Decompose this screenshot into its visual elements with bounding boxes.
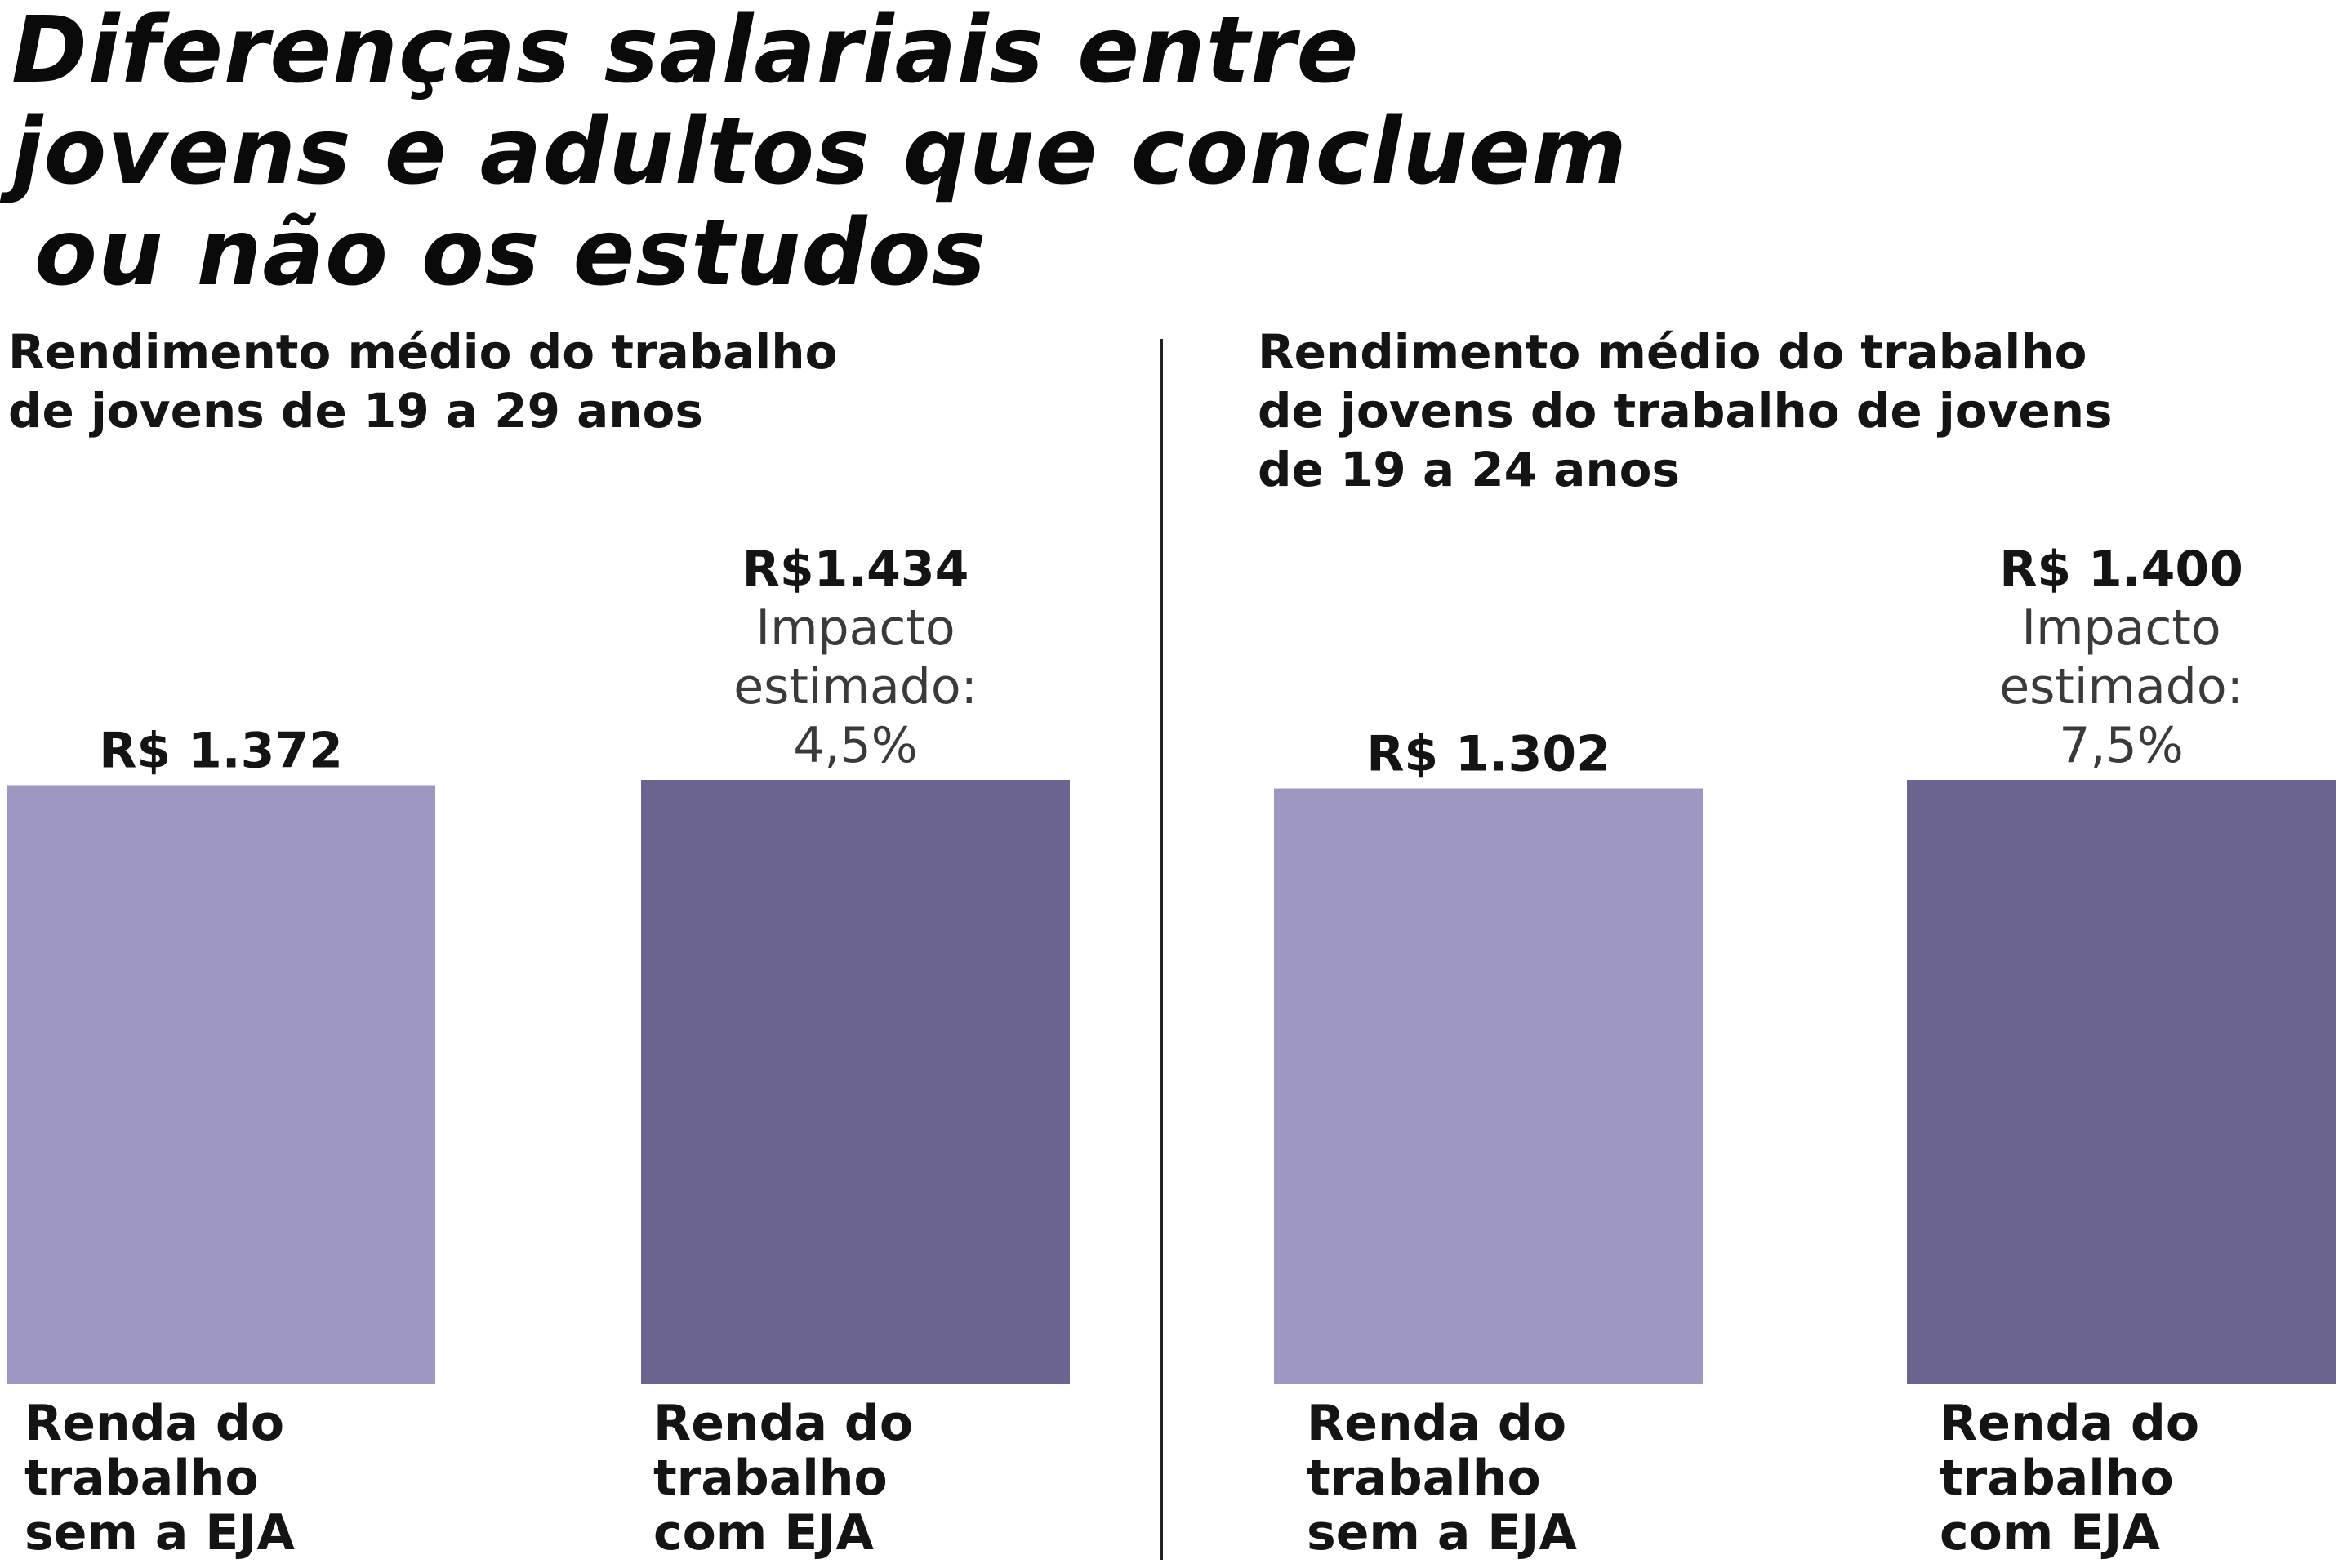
bar-com-eja	[1907, 780, 2336, 1384]
bar-sem-eja	[1274, 788, 1703, 1384]
bar-value-label: R$ 1.400	[1999, 541, 2243, 598]
chart-subtitle-line: Rendimento médio do trabalho	[8, 324, 838, 380]
category-label-line: sem a EJA	[24, 1504, 295, 1561]
category-label-line: com EJA	[653, 1504, 874, 1561]
impact-annotation: Impacto	[755, 599, 955, 657]
bar-value-label: R$ 1.302	[1366, 726, 1610, 783]
headline-line-1: Diferenças salariais entre	[11, 0, 1360, 104]
impact-annotation: estimado:	[1999, 658, 2243, 715]
chart-subtitle-line: de jovens de 19 a 29 anos	[8, 383, 703, 439]
impact-annotation: 4,5%	[793, 717, 917, 774]
chart-subtitle-line: de 19 a 24 anos	[1258, 442, 1680, 497]
category-label-line: Renda do	[1307, 1395, 1567, 1452]
category-label-line: Renda do	[1940, 1395, 2200, 1452]
category-label: Renda do trabalho sem a EJA	[24, 1396, 295, 1561]
chart-subtitle-line: de jovens do trabalho de jovens	[1258, 383, 2113, 439]
chart-subtitle: Rendimento médio do trabalho de jovens d…	[1258, 323, 2113, 499]
impact-annotation: 7,5%	[2059, 717, 2183, 774]
bar-com-eja	[641, 780, 1070, 1384]
category-label-line: Renda do	[653, 1395, 914, 1452]
category-label: Renda do trabalho com EJA	[653, 1396, 913, 1561]
category-label-line: sem a EJA	[1307, 1504, 1577, 1561]
chart-subtitle: Rendimento médio do trabalho de jovens d…	[8, 323, 837, 440]
category-label-line: Renda do	[24, 1395, 285, 1452]
headline-line-2: jovens e adultos que concluem	[11, 99, 1628, 205]
panel-divider	[1160, 339, 1163, 1560]
category-label-line: trabalho	[653, 1450, 888, 1507]
category-label-line: trabalho	[1940, 1450, 2174, 1507]
category-label-line: trabalho	[24, 1450, 259, 1507]
bar-value-label: R$1.434	[742, 541, 969, 598]
headline: Diferenças salariais entre jovens e adul…	[11, 0, 1628, 304]
category-label-line: com EJA	[1940, 1504, 2160, 1561]
chart-subtitle-line: Rendimento médio do trabalho	[1258, 324, 2087, 380]
bar-sem-eja	[7, 785, 435, 1384]
category-label: Renda do trabalho sem a EJA	[1307, 1396, 1577, 1561]
chart-panel-left: Rendimento médio do trabalho de jovens d…	[0, 323, 1152, 1568]
chart-panel-right: Rendimento médio do trabalho de jovens d…	[1258, 323, 2352, 1568]
category-label: Renda do trabalho com EJA	[1940, 1396, 2199, 1561]
impact-annotation: estimado:	[733, 658, 978, 715]
bar-value-label: R$ 1.372	[99, 722, 343, 779]
category-label-line: trabalho	[1307, 1450, 1541, 1507]
impact-annotation: Impacto	[2021, 599, 2221, 657]
headline-line-3: ou não os estudos	[34, 200, 987, 306]
